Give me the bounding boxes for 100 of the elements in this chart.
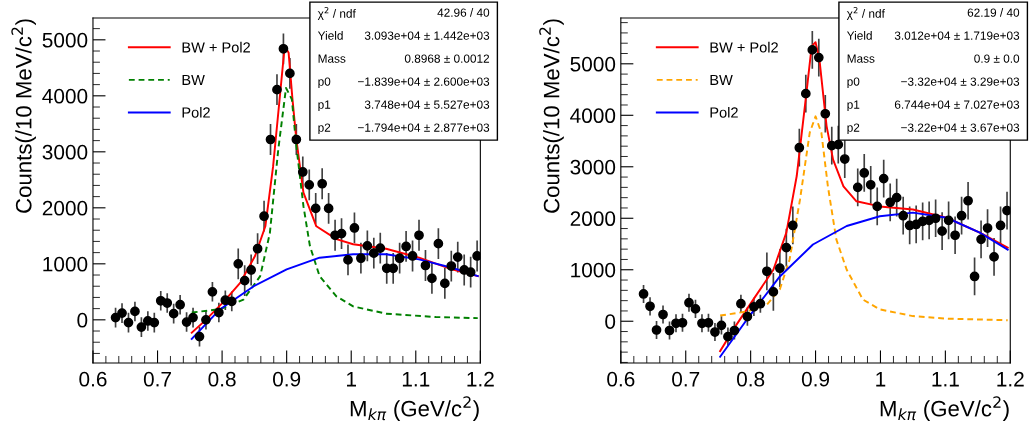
annotation: −3.32e+04 ± 3.29e+03	[901, 77, 1020, 86]
point	[787, 220, 798, 231]
point	[937, 226, 947, 236]
point	[859, 168, 870, 178]
y-tick-label: 0	[605, 314, 616, 329]
point	[362, 241, 373, 251]
point	[865, 179, 876, 190]
point	[233, 258, 244, 269]
point	[433, 238, 444, 249]
x-tick-label: 1	[347, 372, 356, 387]
point	[285, 68, 295, 79]
point	[768, 287, 779, 297]
point	[452, 252, 463, 262]
point	[162, 298, 173, 308]
point	[130, 306, 140, 317]
point	[317, 178, 328, 189]
point	[833, 139, 844, 150]
point	[239, 275, 250, 286]
point	[969, 271, 980, 282]
point	[439, 278, 450, 289]
point	[716, 320, 727, 331]
annotation: −3.22e+04 ± 3.67e+03	[901, 123, 1020, 132]
point	[259, 211, 269, 222]
point	[891, 192, 902, 203]
point	[136, 322, 147, 332]
point	[181, 317, 192, 327]
point	[401, 241, 411, 252]
y-tick-label: 3000	[42, 144, 88, 160]
point	[207, 286, 218, 297]
point	[194, 331, 205, 342]
point	[710, 327, 720, 337]
annotation: Mass	[318, 54, 346, 63]
point	[414, 230, 424, 241]
y-tick-label: 3000	[570, 159, 616, 175]
x-tick-label: 0.9	[272, 371, 301, 387]
point	[427, 273, 437, 284]
point	[117, 308, 127, 318]
point	[885, 197, 896, 208]
point	[645, 301, 655, 312]
point	[989, 252, 999, 262]
point	[813, 52, 824, 63]
point	[658, 309, 668, 320]
y-tick-label: 2000	[570, 211, 616, 227]
point	[982, 223, 993, 233]
x-tick-label: 0.8	[736, 371, 765, 387]
point	[852, 182, 863, 193]
x-tick-label: 1.1	[402, 372, 430, 387]
point	[446, 261, 457, 271]
point	[394, 253, 405, 264]
legend-label: Pol2	[710, 106, 738, 118]
point	[297, 167, 308, 177]
point	[963, 195, 973, 206]
x-tick-label: 0.6	[607, 371, 635, 387]
annotation: 0.9 ± 0.0	[974, 54, 1020, 63]
x-axis-title: M$_{kπ}$ (GeV/c$^{2}$)	[880, 396, 1009, 421]
annotation: p2	[318, 123, 331, 135]
point	[820, 108, 831, 119]
point	[1002, 205, 1011, 216]
annotation: −1.839e+04 ± 2.600e+03	[358, 77, 490, 86]
point	[703, 317, 714, 328]
point	[690, 304, 701, 314]
point	[278, 43, 289, 54]
point	[375, 243, 386, 254]
point	[291, 134, 302, 145]
point	[872, 201, 883, 212]
point	[310, 203, 321, 214]
point	[472, 251, 481, 261]
point	[188, 312, 198, 323]
point	[214, 307, 224, 318]
annotation: 6.744e+04 ± 7.027e+03	[894, 100, 1020, 109]
point	[930, 213, 941, 224]
legend-label: Pol2	[182, 106, 210, 118]
point	[252, 243, 263, 254]
point	[723, 331, 733, 342]
x-axis-title: M$_{kπ}$ (GeV/c$^{2}$)	[350, 396, 479, 421]
y-tick-label: 4000	[570, 108, 616, 124]
point	[774, 263, 785, 274]
annotation: 3.093e+04 ± 1.442e+03	[364, 31, 490, 40]
point	[175, 299, 185, 310]
annotation: p1	[318, 100, 331, 112]
y-axis-title: Counts(/10 MeV/c$^{2}$)	[539, 19, 564, 213]
point	[736, 298, 746, 309]
annotation: p1	[847, 100, 860, 112]
annotation: −1.794e+04 ± 2.877e+03	[358, 123, 490, 132]
x-tick-label: 1.2	[467, 371, 494, 387]
point	[651, 325, 662, 335]
point	[755, 298, 766, 309]
point	[343, 255, 353, 265]
y-tick-label: 4000	[42, 88, 88, 104]
point	[336, 228, 347, 239]
point	[677, 317, 688, 328]
x-tick-label: 0.7	[672, 371, 700, 387]
point	[388, 263, 399, 274]
point	[168, 308, 179, 319]
y-tick-label: 1000	[43, 256, 88, 272]
point	[149, 317, 160, 328]
y-tick-label: 2000	[42, 200, 88, 216]
point	[349, 223, 360, 233]
point	[246, 265, 257, 275]
point	[368, 248, 379, 259]
